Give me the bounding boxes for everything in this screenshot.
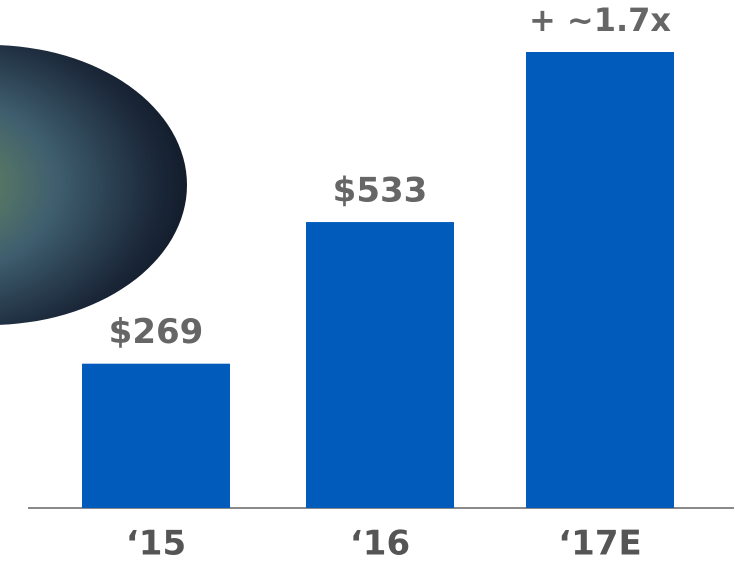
decorative-image xyxy=(0,45,187,325)
value-label: $533 xyxy=(333,171,428,211)
x-tick-label: ‘17E xyxy=(558,524,641,561)
x-tick-label: ‘16 xyxy=(350,524,410,561)
bar xyxy=(82,363,230,508)
bar xyxy=(306,222,454,509)
x-tick-label: ‘15 xyxy=(126,524,186,561)
value-label: $269 xyxy=(109,312,204,352)
bar xyxy=(526,52,674,508)
annotation: + ~1.7x xyxy=(529,1,671,39)
